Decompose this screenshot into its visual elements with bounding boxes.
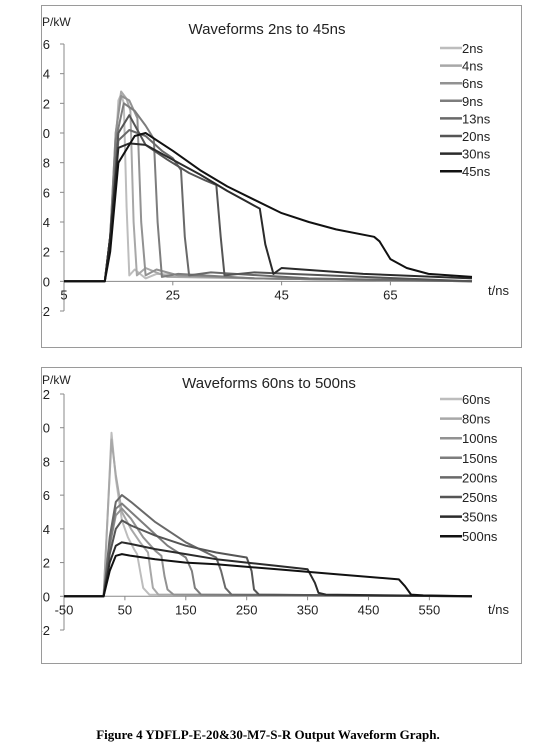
legend-label: 100ns [462,431,498,446]
series-line-200ns [64,494,473,598]
legend-label: 200ns [462,470,498,485]
series-line-500ns [64,553,473,598]
y-tick-label: 12 [42,96,50,111]
x-tick-label: 50 [118,602,132,617]
y-tick-label: -2 [42,623,50,638]
chart-title: Waveforms 2ns to 45ns [188,21,345,38]
legend-label: 13ns [462,111,491,126]
series-line-30ns [64,142,473,283]
x-tick-label: 45 [274,287,288,302]
x-tick-label: -50 [55,602,74,617]
x-tick-label: 350 [297,602,319,617]
legend-label: 6ns [462,76,483,91]
y-tick-label: 14 [42,67,50,82]
y-tick-label: 12 [42,387,50,402]
legend-label: 350ns [462,510,498,525]
legend-label: 30ns [462,147,491,162]
legend-label: 150ns [462,451,498,466]
x-tick-label: 150 [175,602,197,617]
x-axis-label: t/ns [488,602,509,617]
legend-label: 4ns [462,59,483,74]
y-tick-label: 2 [43,245,50,260]
x-axis-label: t/ns [488,283,509,298]
y-tick-label: 6 [43,488,50,503]
y-axis-label: P/kW [42,373,71,387]
y-axis-label: P/kW [42,15,71,29]
legend-label: 80ns [462,412,491,427]
y-tick-label: -2 [42,304,50,319]
y-tick-label: 4 [43,522,50,537]
legend-label: 9ns [462,94,483,109]
y-tick-label: 16 [42,37,50,52]
figure-caption: Figure 4 YDFLP-E-20&30-M7-S-R Output Wav… [96,727,440,742]
series-line-350ns [64,541,473,598]
x-tick-label: 65 [383,287,397,302]
x-tick-label: 550 [419,602,441,617]
series-line-60ns [64,431,473,598]
y-tick-label: 10 [42,421,50,436]
y-tick-label: 10 [42,126,50,141]
legend-label: 500ns [462,529,498,544]
y-tick-label: 0 [43,274,50,289]
legend-label: 2ns [462,41,483,56]
chart-title: Waveforms 60ns to 500ns [182,375,356,392]
chart-panel-top: Waveforms 2ns to 45ns P/kW 16 14 12 10 8 6 4 2 0 -2… [41,5,522,348]
y-tick-label: 8 [43,454,50,469]
y-tick-label: 6 [43,185,50,200]
waveform-chart-2-45ns: Waveforms 2ns to 45ns P/kW 16 14 12 10 8 6 4 2 0 -2… [42,15,509,319]
legend-label: 60ns [462,392,491,407]
y-tick-label: 2 [43,556,50,571]
legend-label: 20ns [462,129,491,144]
x-tick-label: 25 [166,287,180,302]
series-line-45ns [64,132,473,283]
x-tick-label: 5 [60,287,67,302]
series-line-250ns [64,519,473,598]
legend-label: 45ns [462,164,491,179]
x-tick-label: 450 [358,602,380,617]
x-tick-label: 250 [236,602,258,617]
waveform-chart-60-500ns: Waveforms 60ns to 500ns P/kW12 10 8 6 4 2 0 -2 -5… [42,373,509,638]
chart-panel-bottom: Waveforms 60ns to 500ns P/kW12 10 8 6 4 2 0 -2 -5… [41,367,522,664]
legend-label: 250ns [462,490,498,505]
series-line-80ns [64,438,473,598]
y-tick-label: 0 [43,589,50,604]
y-tick-label: 8 [43,156,50,171]
y-tick-label: 4 [43,215,50,230]
